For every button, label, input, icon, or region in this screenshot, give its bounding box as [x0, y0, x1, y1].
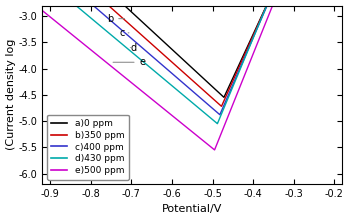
- Y-axis label: (Current density log: (Current density log: [6, 39, 15, 150]
- Legend: a)0 ppm, b)350 ppm, c)400 ppm, d)430 ppm, e)500 ppm: a)0 ppm, b)350 ppm, c)400 ppm, d)430 ppm…: [47, 115, 129, 180]
- Text: c: c: [120, 28, 129, 38]
- Text: b: b: [107, 14, 125, 24]
- Text: e: e: [113, 57, 146, 67]
- X-axis label: Potential/V: Potential/V: [162, 204, 223, 214]
- Text: d: d: [130, 42, 136, 53]
